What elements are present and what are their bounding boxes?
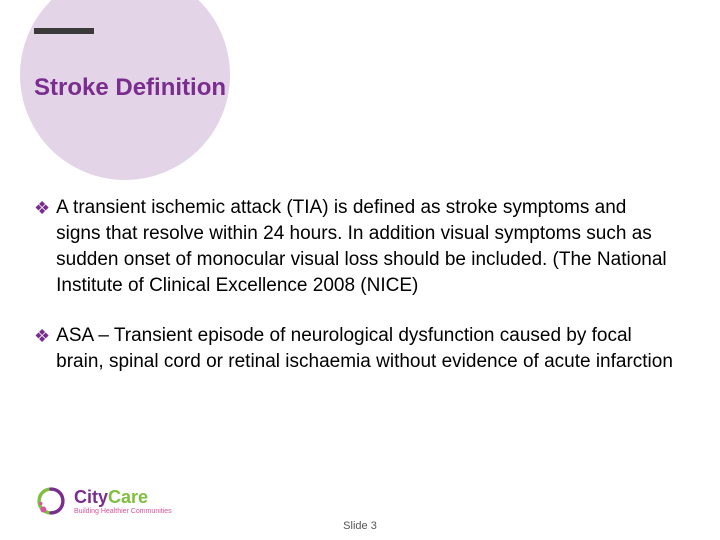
logo-text: CityCare Building Healthier Communities: [74, 488, 172, 515]
bullet-text: ASA – Transient episode of neurological …: [56, 323, 674, 375]
bullet-icon: ❖: [34, 195, 50, 221]
logo-brand-part2: Care: [108, 487, 148, 507]
list-item: ❖ ASA – Transient episode of neurologica…: [34, 323, 674, 375]
logo-brand-part1: City: [74, 487, 108, 507]
list-item: ❖ A transient ischemic attack (TIA) is d…: [34, 195, 674, 299]
accent-bar: [34, 28, 94, 34]
page-title: Stroke Definition: [34, 74, 226, 102]
footer-number: 3: [371, 520, 377, 532]
logo-mark-icon: [34, 484, 68, 518]
logo-brand: CityCare: [74, 488, 172, 506]
slide-footer: Slide 3: [0, 520, 720, 532]
bullet-icon: ❖: [34, 323, 50, 349]
bullet-list: ❖ A transient ischemic attack (TIA) is d…: [34, 195, 674, 399]
logo: CityCare Building Healthier Communities: [34, 484, 172, 518]
bullet-text: A transient ischemic attack (TIA) is def…: [56, 195, 674, 299]
logo-tagline: Building Healthier Communities: [74, 508, 172, 515]
footer-label: Slide: [343, 520, 367, 532]
